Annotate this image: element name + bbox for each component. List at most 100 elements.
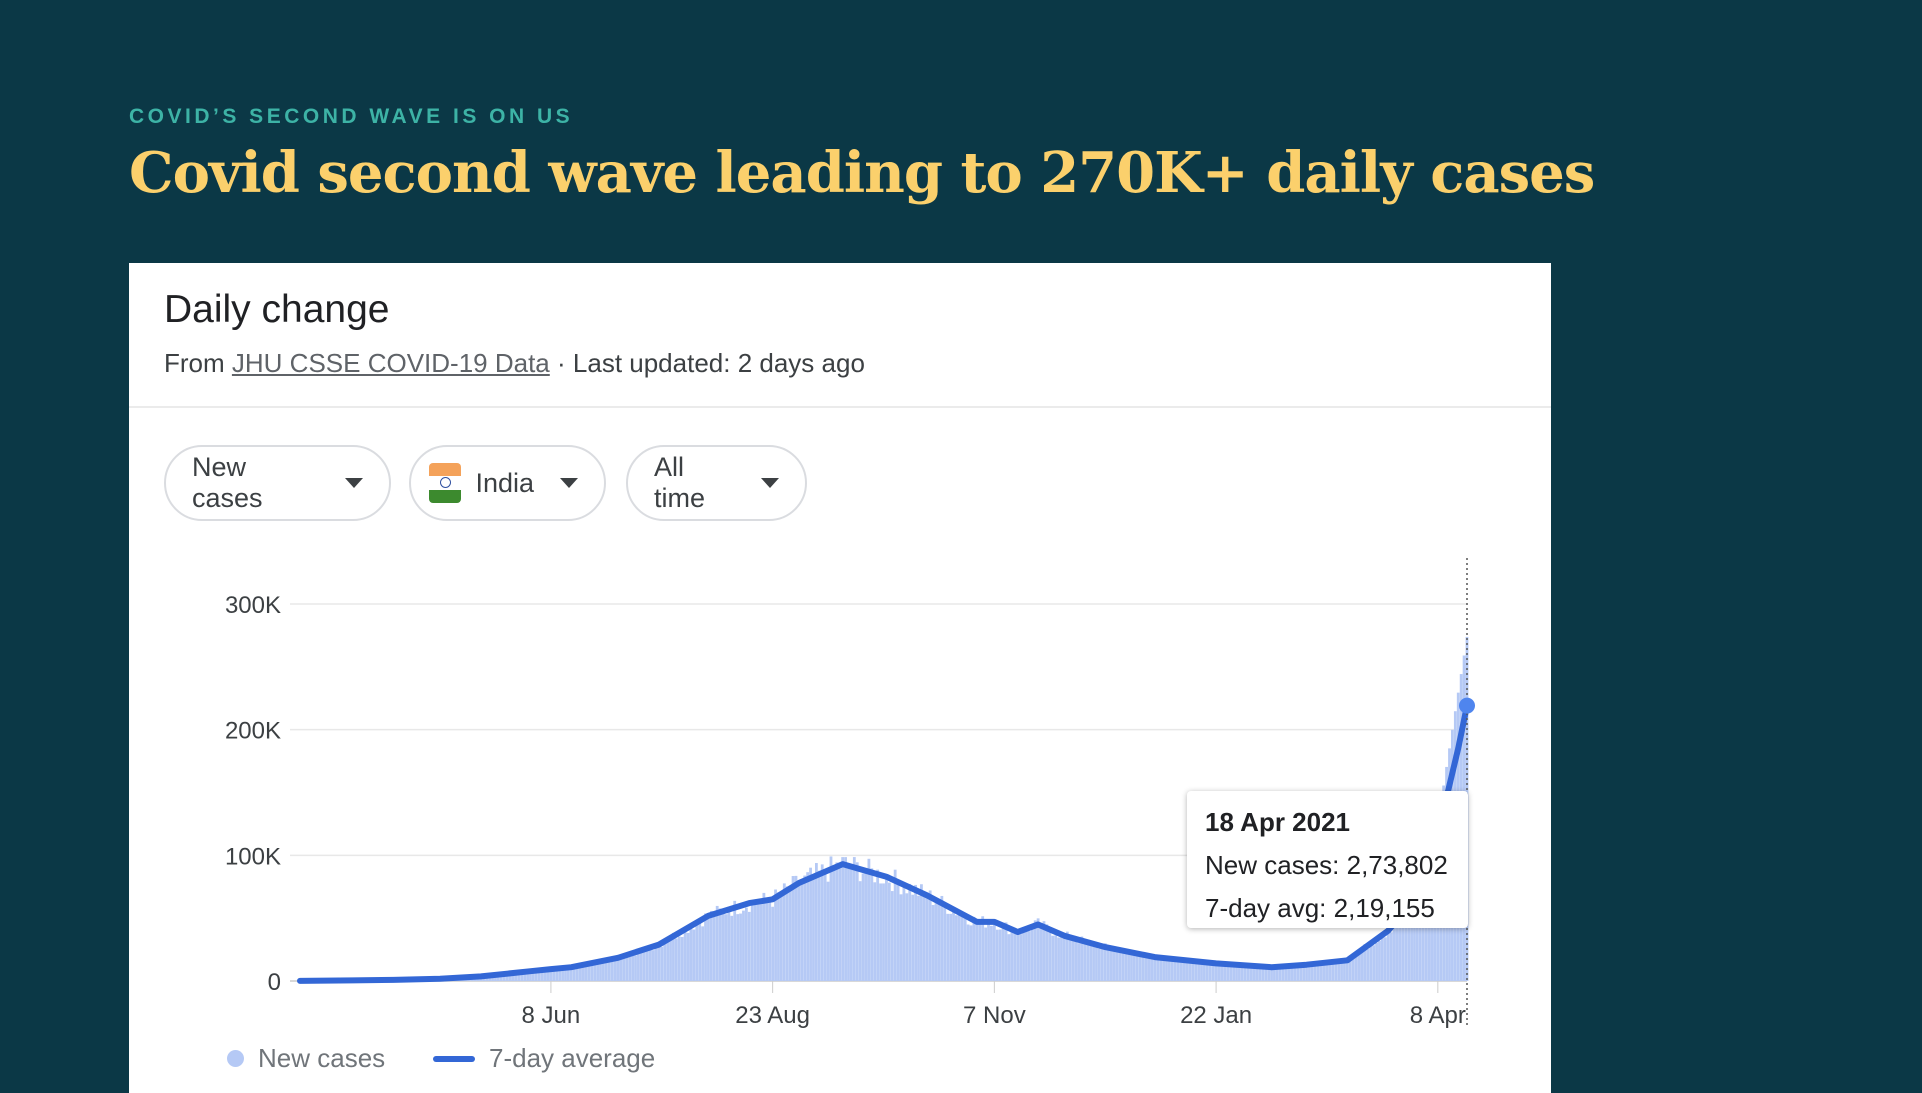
new-cases-bar — [929, 890, 932, 981]
new-cases-bar — [780, 894, 783, 981]
new-cases-bar — [1369, 945, 1372, 981]
new-cases-bar — [885, 876, 888, 981]
new-cases-bar — [795, 876, 798, 981]
new-cases-bar — [1180, 961, 1183, 981]
new-cases-bar — [1051, 936, 1054, 981]
new-cases-bar — [1320, 964, 1323, 981]
new-cases-bar — [1375, 943, 1378, 981]
new-cases-bar — [955, 915, 958, 981]
new-cases-bar — [833, 866, 836, 981]
new-cases-bar — [911, 895, 914, 981]
new-cases-bar — [1086, 940, 1089, 981]
new-cases-bar — [684, 928, 687, 981]
new-cases-bar — [1034, 920, 1037, 981]
new-cases-bar — [1048, 931, 1051, 981]
slide-headline: Covid second wave leading to 270K+ daily… — [129, 140, 1594, 206]
new-cases-bar — [704, 913, 707, 981]
new-cases-bar — [1139, 953, 1142, 981]
x-tick-label: 7 Nov — [963, 1002, 1026, 1029]
new-cases-bar — [888, 883, 891, 981]
new-cases-bar — [859, 881, 862, 981]
new-cases-bar — [894, 870, 897, 981]
new-cases-bar — [914, 885, 917, 981]
new-cases-bar — [1121, 953, 1124, 981]
new-cases-bar — [961, 914, 964, 981]
new-cases-bar — [1171, 961, 1174, 981]
new-cases-bar — [1005, 922, 1008, 981]
y-tick-label: 100K — [225, 843, 281, 870]
new-cases-bar — [940, 896, 943, 981]
new-cases-bar — [1311, 966, 1314, 981]
new-cases-bar — [949, 914, 952, 981]
new-cases-bar — [987, 923, 990, 981]
new-cases-bar — [873, 882, 876, 981]
new-cases-bar — [1092, 946, 1095, 981]
new-cases-bar — [818, 871, 821, 981]
new-cases-bar — [1346, 961, 1349, 981]
new-cases-bar — [745, 908, 748, 981]
new-cases-bar — [1261, 968, 1264, 981]
new-cases-bar — [1110, 950, 1113, 981]
new-cases-bar — [646, 951, 649, 981]
new-cases-bar — [687, 933, 690, 981]
new-cases-bar — [1186, 963, 1189, 981]
new-cases-bar — [1343, 962, 1346, 981]
new-cases-bar — [620, 958, 623, 981]
new-cases-bar — [742, 911, 745, 981]
new-cases-bar — [1206, 964, 1209, 981]
new-cases-bar — [1075, 941, 1078, 981]
new-cases-bar — [1016, 934, 1019, 981]
new-cases-bar — [964, 918, 967, 981]
new-cases-bar — [1101, 945, 1104, 981]
new-cases-bar — [765, 900, 768, 981]
new-cases-bar — [768, 901, 771, 981]
daily-change-card: Daily change From JHU CSSE COVID-19 Data… — [129, 263, 1551, 1093]
new-cases-bar — [993, 923, 996, 981]
new-cases-bar — [1221, 965, 1224, 981]
new-cases-bar — [760, 900, 763, 981]
new-cases-bar — [847, 866, 850, 981]
new-cases-bar — [809, 868, 812, 981]
new-cases-bar — [1183, 961, 1186, 981]
new-cases-bar — [865, 872, 868, 981]
new-cases-bar — [806, 872, 809, 981]
new-cases-bar — [666, 942, 669, 981]
new-cases-bar — [655, 947, 658, 981]
new-cases-bar — [754, 903, 757, 981]
new-cases-bar — [1151, 957, 1154, 981]
new-cases-bar — [1072, 940, 1075, 981]
new-cases-bar — [1010, 929, 1013, 981]
y-tick-label: 300K — [225, 592, 281, 619]
new-cases-bar — [984, 928, 987, 981]
new-cases-bar — [1366, 949, 1369, 981]
new-cases-bar — [1328, 964, 1331, 981]
new-cases-bar — [652, 950, 655, 981]
new-cases-bar — [1349, 961, 1352, 981]
new-cases-bar — [1148, 958, 1151, 981]
new-cases-bar — [792, 876, 795, 981]
legend-new-cases: New cases — [227, 1043, 385, 1074]
y-tick-label: 0 — [268, 969, 281, 996]
new-cases-bar — [649, 947, 652, 981]
new-cases-bar — [1098, 949, 1101, 981]
new-cases-bar — [938, 903, 941, 981]
new-cases-bar — [771, 907, 774, 981]
new-cases-bar — [631, 956, 634, 981]
new-cases-bar — [797, 885, 800, 981]
new-cases-bar — [573, 968, 576, 981]
tooltip-date: 18 Apr 2021 — [1205, 801, 1450, 844]
new-cases-bar — [1384, 937, 1387, 981]
new-cases-bar — [827, 882, 830, 981]
new-cases-bar — [856, 862, 859, 981]
new-cases-bar — [1019, 934, 1022, 981]
new-cases-bar — [838, 868, 841, 981]
new-cases-bar — [850, 868, 853, 981]
new-cases-bar — [634, 955, 637, 981]
new-cases-bar — [990, 926, 993, 981]
new-cases-bar — [1340, 962, 1343, 981]
new-cases-bar — [1025, 929, 1028, 981]
new-cases-bar — [1078, 943, 1081, 981]
new-cases-bar — [1083, 940, 1086, 981]
new-cases-bar — [1133, 953, 1136, 981]
